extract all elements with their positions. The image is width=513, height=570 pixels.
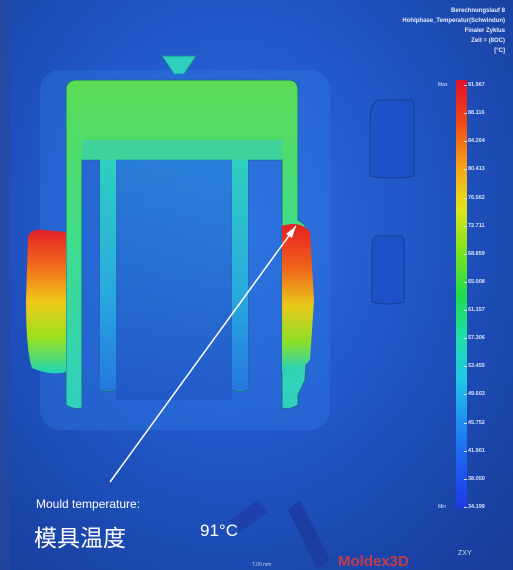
legend-tick-label: 34.199 (464, 504, 485, 510)
legend-tick-label: 57.306 (464, 335, 485, 342)
legend-max-label: Max (438, 82, 448, 88)
left-panel-edge (0, 0, 10, 570)
callout-value: 91°C (200, 521, 238, 540)
scale-label: 7.00 mm (252, 562, 272, 568)
side-block-lower (371, 235, 405, 305)
inner-leg-left (100, 160, 116, 390)
header-line-3: Finaler Zyklus (464, 28, 505, 34)
legend-tick-label: 65.008 (464, 278, 485, 285)
hot-zone-right (282, 224, 314, 372)
legend-tick-label: 91.967 (464, 82, 485, 88)
legend-tick-label: 68.859 (464, 250, 485, 257)
legend-tick-label: 61.157 (464, 307, 485, 314)
hot-zone-left (26, 229, 66, 374)
legend-tick-label: 38.050 (464, 475, 485, 482)
legend-tick-label: 76.562 (464, 194, 485, 201)
legend-tick-label: 49.603 (464, 391, 485, 398)
sprue-nozzle (161, 55, 197, 75)
legend-tick-label: 72.711 (464, 222, 485, 229)
side-block-upper (369, 99, 415, 179)
header-line-4: Zeit = (8OC) (471, 38, 505, 44)
legend-min-label: Min (438, 504, 447, 510)
callout-arrow-head (286, 226, 296, 238)
callout-chinese-label: 模具温度 (34, 526, 126, 552)
legend-tick-label: 84.264 (464, 138, 485, 145)
moldex3d-logo: Moldex3D (338, 553, 409, 570)
callout-arrow-line (109, 225, 297, 483)
inner-leg-right (232, 160, 248, 390)
legend-tick-label: 45.752 (464, 419, 485, 426)
legend-tick-label: 88.116 (464, 110, 485, 117)
result-header: Berechnungslauf 8 Hohlphase_Temperatur(S… (402, 6, 505, 56)
inner-cavity (116, 160, 232, 400)
axis-triad-icon: ZXY (458, 550, 472, 557)
color-legend-bar (456, 80, 467, 508)
legend-tick-label: 80.413 (464, 166, 485, 173)
header-line-5: [°C] (494, 48, 505, 54)
header-line-2: Hohlphase_Temperatur(Schwindun) (402, 18, 505, 24)
ejector-pin-2 (288, 500, 330, 570)
legend-tick-label: 53.455 (464, 363, 485, 370)
header-line-1: Berechnungslauf 8 (450, 8, 505, 14)
callout-title: Mould temperature: (36, 497, 141, 511)
legend-tick-label: 41.901 (464, 447, 485, 454)
ejector-pin-1 (230, 500, 268, 532)
